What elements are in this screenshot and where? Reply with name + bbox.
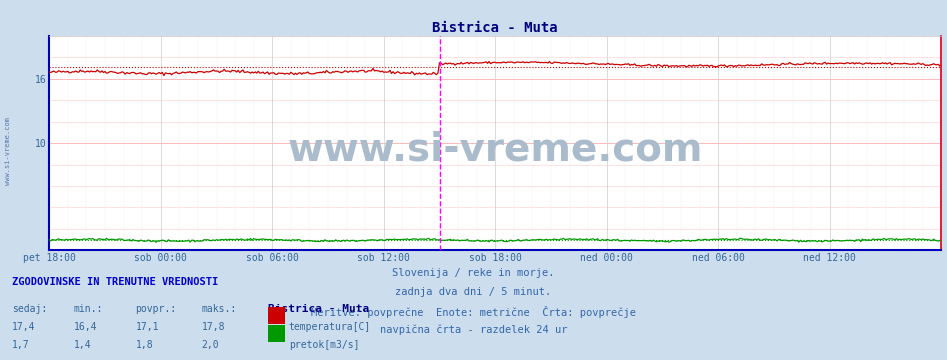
Text: ZGODOVINSKE IN TRENUTNE VREDNOSTI: ZGODOVINSKE IN TRENUTNE VREDNOSTI bbox=[12, 277, 219, 287]
Text: 2,0: 2,0 bbox=[202, 340, 220, 350]
Text: 1,4: 1,4 bbox=[74, 340, 92, 350]
Text: 1,7: 1,7 bbox=[12, 340, 30, 350]
Text: min.:: min.: bbox=[74, 304, 103, 314]
Text: povpr.:: povpr.: bbox=[135, 304, 176, 314]
Text: temperatura[C]: temperatura[C] bbox=[289, 322, 371, 332]
Text: www.si-vreme.com: www.si-vreme.com bbox=[288, 131, 703, 168]
Text: Slovenija / reke in morje.: Slovenija / reke in morje. bbox=[392, 268, 555, 278]
Text: Meritve: povprečne  Enote: metrične  Črta: povprečje: Meritve: povprečne Enote: metrične Črta:… bbox=[311, 306, 636, 318]
Text: pretok[m3/s]: pretok[m3/s] bbox=[289, 340, 359, 350]
Text: navpična črta - razdelek 24 ur: navpična črta - razdelek 24 ur bbox=[380, 324, 567, 335]
Text: 17,4: 17,4 bbox=[12, 322, 36, 332]
Text: 17,1: 17,1 bbox=[135, 322, 159, 332]
Text: maks.:: maks.: bbox=[202, 304, 237, 314]
Text: www.si-vreme.com: www.si-vreme.com bbox=[5, 117, 10, 185]
Text: sedaj:: sedaj: bbox=[12, 304, 47, 314]
Text: 1,8: 1,8 bbox=[135, 340, 153, 350]
Text: 17,8: 17,8 bbox=[202, 322, 225, 332]
Text: zadnja dva dni / 5 minut.: zadnja dva dni / 5 minut. bbox=[396, 287, 551, 297]
Text: 16,4: 16,4 bbox=[74, 322, 98, 332]
Text: Bistrica - Muta: Bistrica - Muta bbox=[268, 304, 369, 314]
Title: Bistrica - Muta: Bistrica - Muta bbox=[433, 21, 558, 35]
